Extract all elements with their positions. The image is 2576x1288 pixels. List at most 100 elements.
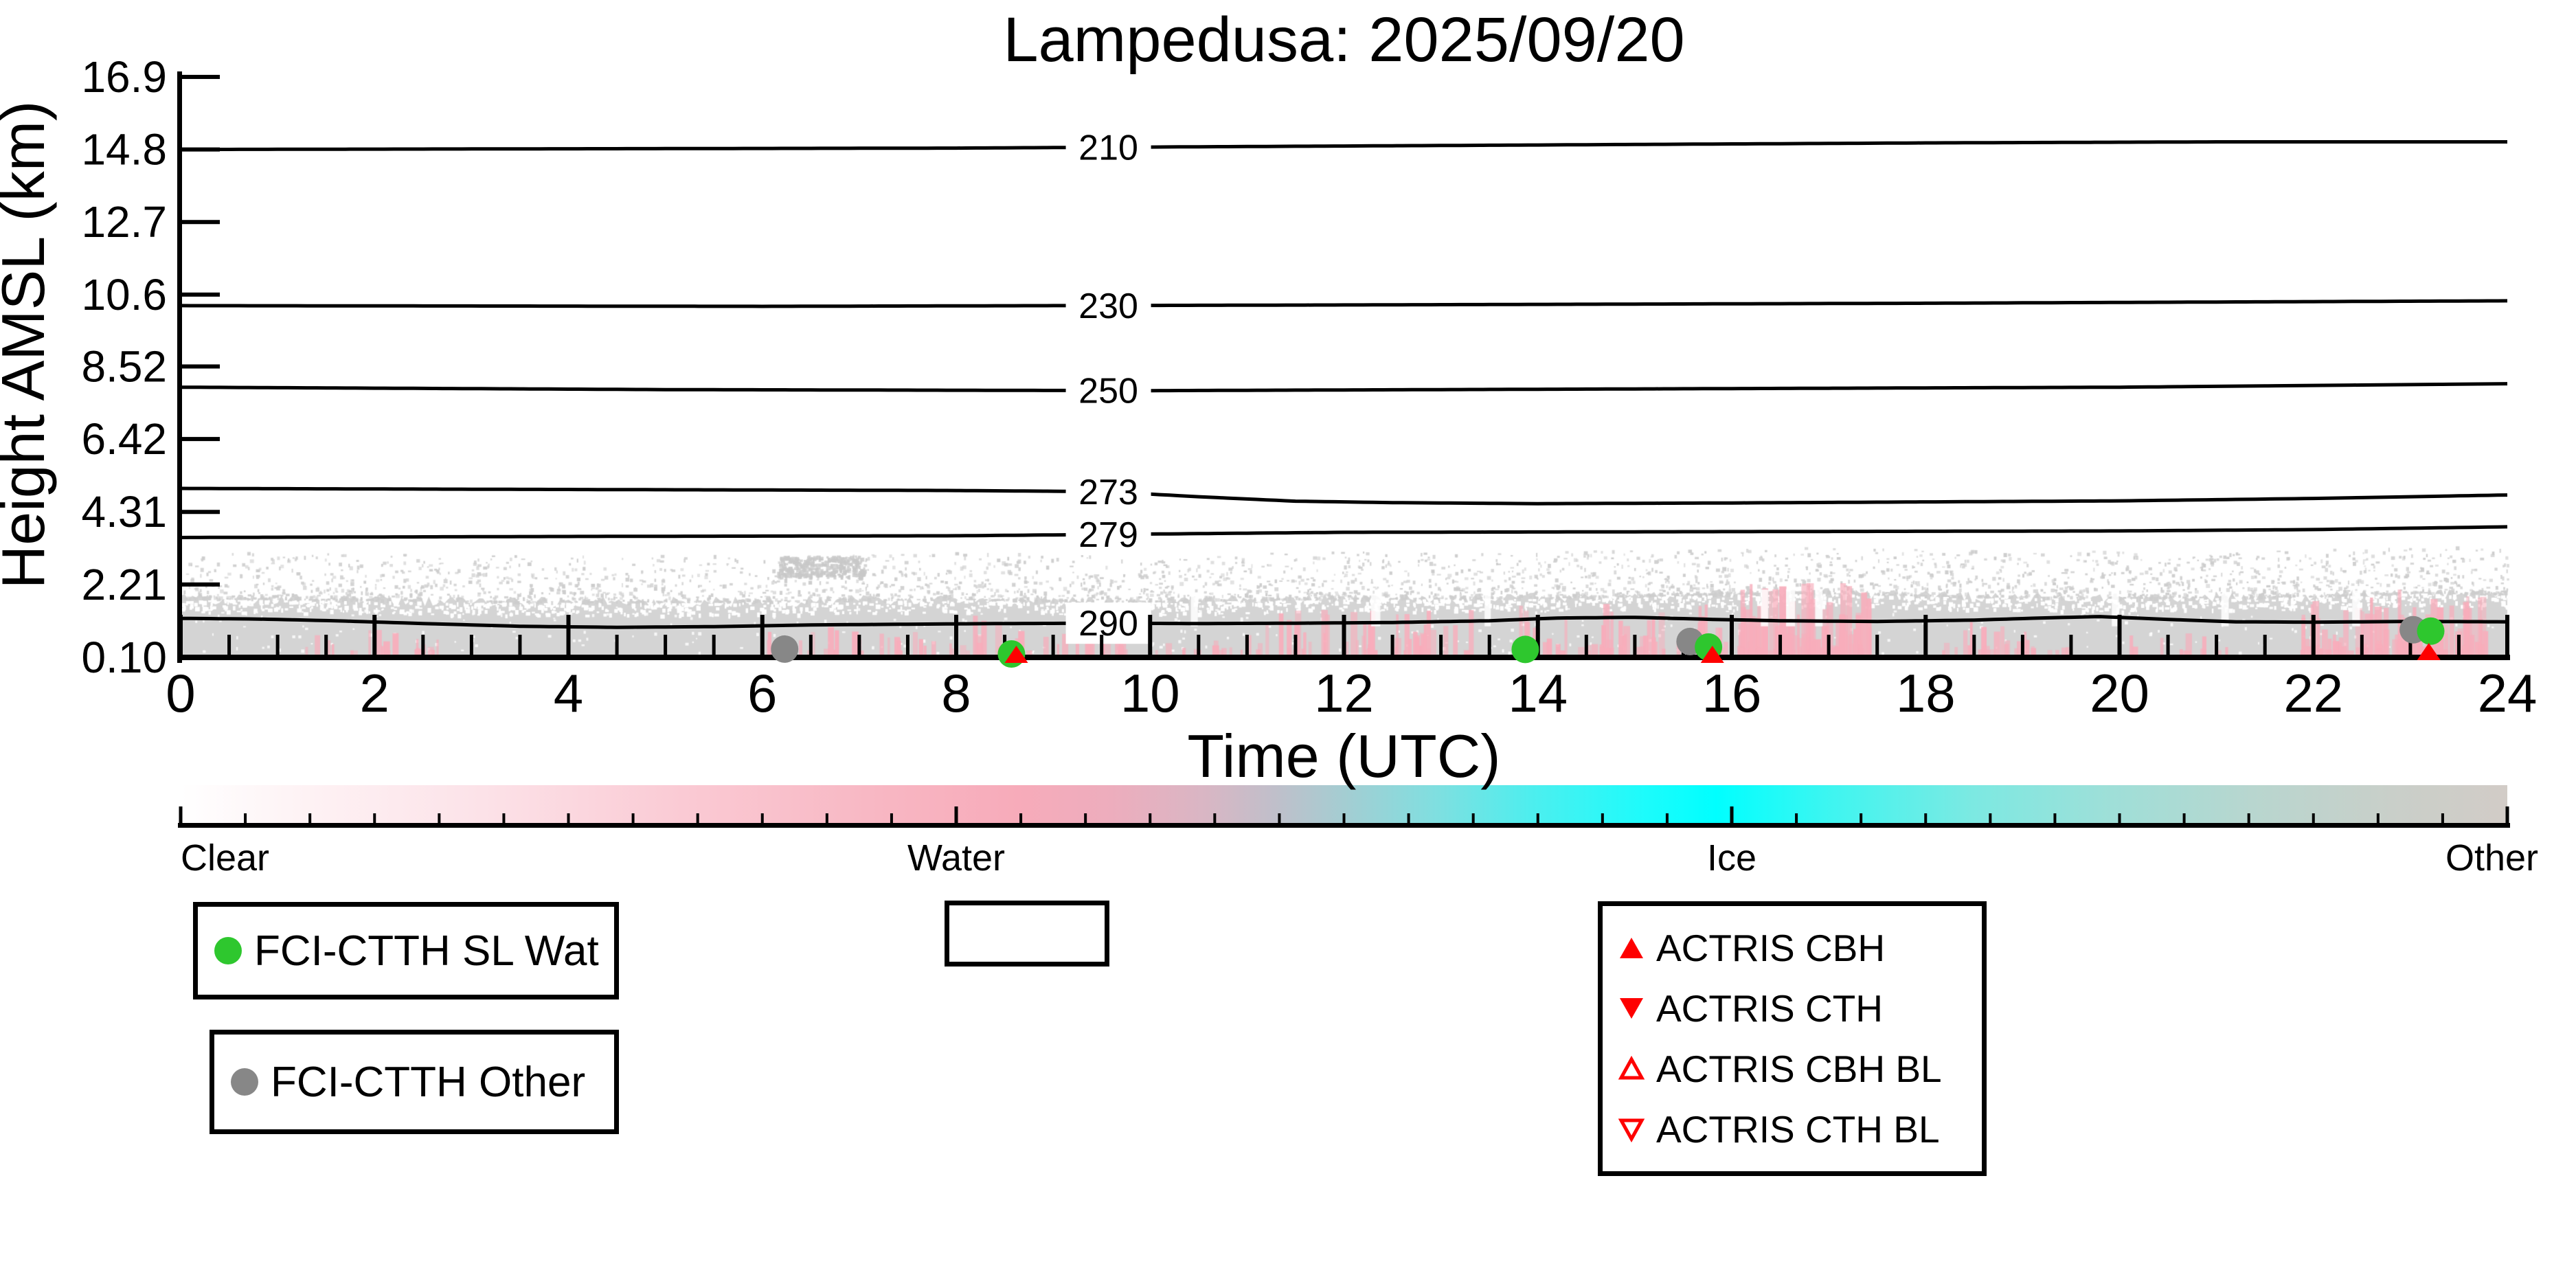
contour-line-273: [180, 486, 2508, 506]
colorbar-tick: [1601, 813, 1604, 823]
x-minor-tick: [1439, 635, 1443, 657]
contour-label-250: 250: [1078, 372, 1138, 411]
colorbar-tick: [2312, 813, 2315, 823]
x-axis-title: Time (UTC): [1187, 722, 1501, 790]
contour-line-250: [181, 382, 2508, 393]
x-major-tick: [1730, 615, 1734, 657]
colorbar-tick: [2376, 813, 2380, 823]
x-tick-label: 6: [747, 663, 777, 723]
colorbar-tick: [1924, 813, 1928, 823]
x-minor-tick: [2263, 635, 2267, 657]
colorbar-tick: [890, 813, 893, 823]
x-major-tick: [2311, 615, 2316, 657]
colorbar-tick: [2441, 813, 2444, 823]
y-tick-label: 16.9: [81, 52, 167, 102]
x-minor-tick: [2166, 635, 2170, 657]
colorbar-tick: [1278, 813, 1281, 823]
x-minor-tick: [809, 635, 813, 657]
colorbar-label-water: Water: [907, 837, 1006, 879]
legend-empty-box: [945, 901, 1109, 967]
colorbar-tick: [2053, 813, 2057, 823]
legend-label: ACTRIS CBH BL: [1656, 1048, 1942, 1090]
marker-actris-cbh: [2417, 642, 2441, 660]
x-major-tick: [2117, 615, 2122, 657]
y-tick: [181, 220, 220, 225]
marker-fci-ctth-other: [771, 635, 799, 663]
y-tick: [181, 147, 220, 152]
x-tick-label: 10: [1120, 663, 1180, 723]
contour-label-mask: [1065, 602, 1151, 644]
green-dot-icon: [214, 937, 242, 964]
triangle-up-filled-icon: [1620, 938, 1643, 958]
x-minor-tick: [227, 635, 231, 657]
x-minor-tick: [421, 635, 425, 657]
x-tick-label: 24: [2478, 663, 2538, 723]
x-minor-tick: [1197, 635, 1201, 657]
x-tick-label: 12: [1314, 663, 1374, 723]
x-tick-label: 16: [1702, 663, 1762, 723]
x-major-tick: [1342, 615, 1346, 657]
x-minor-tick: [615, 635, 619, 657]
y-tick-label: 4.31: [81, 487, 167, 536]
x-major-tick: [1923, 615, 1928, 657]
x-minor-tick: [1100, 635, 1104, 657]
x-minor-tick: [1633, 635, 1637, 657]
colorbar-label-clear: Clear: [181, 837, 270, 879]
colorbar-tick: [1407, 813, 1410, 823]
x-minor-tick: [1293, 635, 1298, 657]
x-tick-label: 0: [166, 663, 195, 723]
gray-dot-icon: [231, 1068, 258, 1096]
y-tick-label: 14.8: [81, 125, 167, 174]
legend-label: FCI-CTTH Other: [271, 1058, 586, 1106]
x-minor-tick: [518, 635, 522, 657]
x-minor-tick: [2215, 635, 2219, 657]
contour-label-273: 273: [1078, 473, 1138, 512]
contour-label-210: 210: [1078, 128, 1138, 168]
colorbar-tick: [1536, 813, 1539, 823]
x-tick-label: 14: [1508, 663, 1568, 723]
colorbar-tick: [1730, 806, 1734, 823]
y-tick: [181, 292, 220, 297]
colorbar-tick: [2182, 813, 2186, 823]
contour-line-210: [181, 140, 2507, 152]
y-tick-label: 10.6: [81, 270, 167, 319]
y-tick: [181, 437, 220, 442]
y-tick: [181, 74, 220, 79]
colorbar-tick: [308, 813, 312, 823]
contour-label-mask: [1065, 513, 1151, 555]
colorbar-tick: [1471, 813, 1475, 823]
colorbar-tick: [760, 813, 764, 823]
x-tick-label: 18: [1896, 663, 1956, 723]
legend-row-actris-cbh-bl: ACTRIS CBH BL: [1618, 1039, 1982, 1099]
x-minor-tick: [469, 635, 473, 657]
legend-label: ACTRIS CTH: [1656, 987, 1883, 1030]
y-axis-title: Height AMSL (km): [0, 100, 57, 589]
colorbar-tick: [1149, 813, 1152, 823]
colorbar-tick: [1795, 813, 1798, 823]
x-tick-label: 2: [360, 663, 389, 723]
contour-label-mask: [1065, 126, 1151, 168]
y-tick-label: 8.52: [81, 341, 167, 391]
x-minor-tick: [1875, 635, 1879, 657]
x-minor-tick: [857, 635, 861, 657]
legend-actris: ACTRIS CBH ACTRIS CTH ACTRIS CBH BL ACTR…: [1598, 901, 1987, 1176]
colorbar-tick: [1019, 813, 1023, 823]
colorbar-label-ice: Ice: [1706, 837, 1757, 879]
colorbar-tick: [631, 813, 635, 823]
triangle-up-open-icon: [1618, 1055, 1645, 1080]
x-minor-tick: [664, 635, 668, 657]
x-major-tick: [954, 615, 958, 657]
colorbar-tick: [438, 813, 441, 823]
x-major-tick: [566, 615, 571, 657]
y-tick-label: 0.10: [81, 633, 167, 682]
x-minor-tick: [1972, 635, 1976, 657]
colorbar-tick: [373, 813, 376, 823]
x-minor-tick: [1827, 635, 1831, 657]
x-minor-tick: [2408, 635, 2413, 657]
x-tick-label: 4: [554, 663, 583, 723]
x-minor-tick: [905, 635, 909, 657]
legend-row-actris-cth-bl: ACTRIS CTH BL: [1618, 1099, 1982, 1160]
legend-label: FCI-CTTH SL Wat: [254, 927, 599, 975]
colorbar-tick: [179, 806, 183, 823]
colorbar-tick: [502, 813, 506, 823]
